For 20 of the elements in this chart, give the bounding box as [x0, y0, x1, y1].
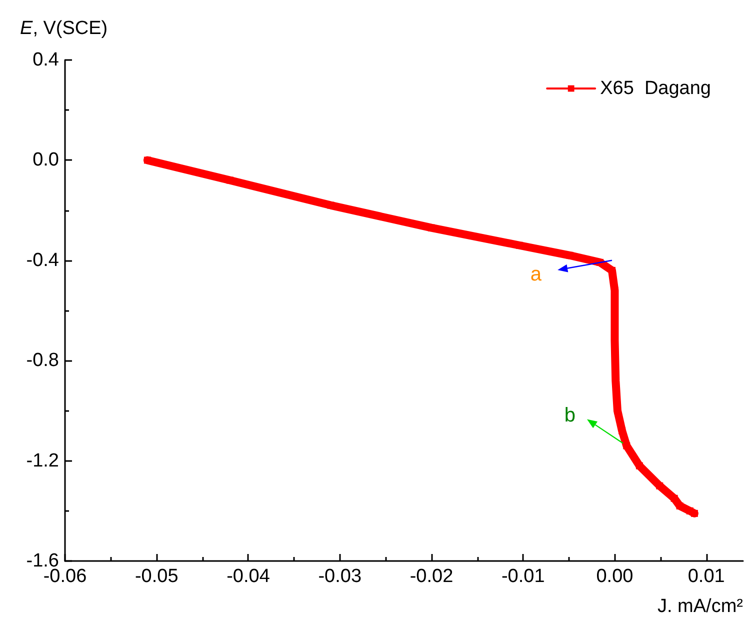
- x-tick-label: -0.02: [410, 566, 454, 587]
- annotation: a: [530, 263, 542, 286]
- x-tick-label: 0.00: [596, 566, 634, 587]
- x-tick-label: -0.04: [226, 566, 270, 587]
- y-tick-label: 0.4: [32, 50, 60, 70]
- x-axis-title: J. mA/cm²: [658, 596, 743, 617]
- point: [144, 156, 151, 164]
- point: [690, 510, 698, 517]
- y-tick-label: -0.8: [26, 350, 59, 372]
- annotation: b: [564, 404, 576, 426]
- point: [656, 482, 664, 490]
- y-axis-title: E, V(SCE): [20, 18, 108, 39]
- y-tick-label: 0.0: [32, 150, 59, 171]
- x-tick-label: -0.05: [134, 566, 178, 587]
- x-tick-label: -0.03: [318, 566, 362, 587]
- legend-label: X65 Dagang: [600, 78, 711, 99]
- y-tick-label: -0.4: [26, 250, 60, 271]
- x-tick-label: 0.01: [688, 566, 725, 587]
- x-tick-label: -0.01: [501, 566, 545, 587]
- y-tick-label: -1.2: [26, 450, 59, 472]
